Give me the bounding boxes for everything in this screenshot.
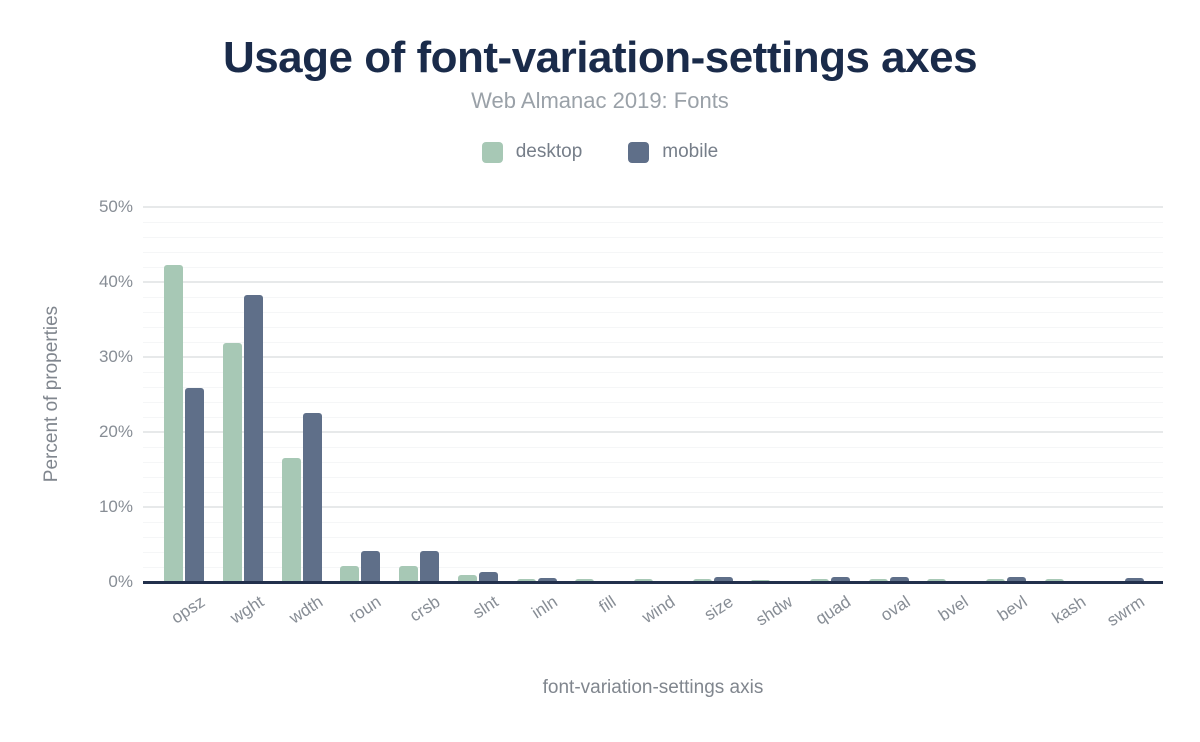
bar-group-size [683, 207, 742, 582]
minor-gridline [143, 416, 1163, 418]
bar-group-shdw [742, 207, 801, 582]
mobile-swatch-icon [628, 141, 650, 163]
legend-item-desktop: desktop [481, 141, 583, 163]
bar-group-swrm [1094, 207, 1153, 582]
x-axis-ticks: opsz wght wdth roun crsb slnt inln fill wind size… [143, 592, 1163, 654]
x-tick-label-crsb: crsb [406, 592, 444, 626]
y-tick-label: 20% [98, 422, 133, 441]
bar-mobile-wdth [302, 412, 322, 582]
major-gridline [143, 431, 1163, 433]
bar-group-inln [507, 207, 566, 582]
bar-group-roun [331, 207, 390, 582]
plot-area [143, 206, 1163, 584]
bar-desktop-roun [340, 566, 360, 582]
bar-mobile-opsz [185, 387, 205, 582]
bar-mobile-bevl [1007, 576, 1027, 582]
x-tick-label-size: size [701, 592, 738, 625]
x-tick-label-fill: fill [595, 592, 620, 617]
bar-desktop-wdth [281, 458, 301, 582]
minor-gridline [143, 266, 1163, 268]
x-tick-label-oval: oval [876, 592, 914, 625]
bar-group-oval [859, 207, 918, 582]
y-tick-label: 50% [98, 197, 133, 216]
minor-gridline [143, 551, 1163, 553]
minor-gridline [143, 371, 1163, 373]
bar-group-bvel [918, 207, 977, 582]
minor-gridline [143, 386, 1163, 388]
x-tick-label-roun: roun [345, 592, 385, 627]
minor-gridline [143, 221, 1163, 223]
major-gridline [143, 506, 1163, 508]
x-axis-title: font-variation-settings axis [542, 677, 764, 698]
y-tick-label: 10% [98, 497, 133, 516]
x-axis-line [143, 580, 1163, 584]
major-gridline [143, 281, 1163, 283]
x-tick-label-inln: inln [528, 592, 561, 623]
x-tick-label-slnt: slnt [469, 592, 503, 623]
chart-subtitle: Web Almanac 2019: Fonts [471, 88, 729, 113]
x-tick-label-quad: quad [812, 592, 855, 629]
bar-group-fill [566, 207, 625, 582]
bar-mobile-quad [831, 576, 851, 582]
bar-group-wind [625, 207, 684, 582]
legend-label-mobile: mobile [662, 141, 719, 162]
minor-gridline [143, 236, 1163, 238]
bar-group-wght [214, 207, 273, 582]
y-tick-label: 40% [98, 272, 133, 291]
bar-desktop-slnt [457, 575, 477, 582]
y-axis-title: Percent of properties [41, 305, 62, 483]
bar-group-quad [801, 207, 860, 582]
bar-mobile-crsb [420, 551, 440, 582]
bar-desktop-crsb [399, 566, 419, 582]
legend-label-desktop: desktop [515, 141, 583, 162]
minor-gridline [143, 311, 1163, 313]
minor-gridline [143, 251, 1163, 253]
x-tick-label-wdth: wdth [285, 592, 327, 628]
bar-group-slnt [449, 207, 508, 582]
x-tick-label-opsz: opsz [168, 592, 209, 628]
bar-mobile-wght [244, 294, 264, 582]
legend-item-mobile: mobile [628, 141, 718, 163]
minor-gridline [143, 491, 1163, 493]
minor-gridline [143, 536, 1163, 538]
x-tick-label-wind: wind [638, 592, 679, 627]
bar-mobile-inln [537, 577, 557, 582]
minor-gridline [143, 521, 1163, 523]
minor-gridline [143, 446, 1163, 448]
bar-mobile-size [713, 576, 733, 582]
x-tick-label-kash: kash [1048, 592, 1090, 628]
desktop-swatch-icon [481, 141, 503, 163]
minor-gridline [143, 326, 1163, 328]
bar-series [155, 207, 1153, 582]
bar-mobile-roun [361, 551, 381, 582]
bar-mobile-swrm [1124, 577, 1144, 582]
minor-gridline [143, 341, 1163, 343]
x-tick-label-shdw: shdw [752, 592, 796, 630]
minor-gridline [143, 296, 1163, 298]
major-gridline [143, 356, 1163, 358]
bar-group-opsz [155, 207, 214, 582]
x-tick-label-bvel: bvel [935, 592, 972, 625]
minor-gridline [143, 401, 1163, 403]
major-gridline [143, 206, 1163, 208]
bar-desktop-opsz [164, 264, 184, 582]
bar-group-crsb [390, 207, 449, 582]
bar-group-kash [1036, 207, 1095, 582]
minor-gridline [143, 461, 1163, 463]
bar-mobile-oval [889, 576, 909, 582]
y-tick-label: 0% [108, 572, 133, 591]
bar-group-bevl [977, 207, 1036, 582]
x-tick-label-wght: wght [226, 592, 268, 628]
bar-mobile-slnt [478, 572, 498, 582]
minor-gridline [143, 476, 1163, 478]
chart-title: Usage of font-variation-settings axes [222, 33, 978, 82]
y-tick-label: 30% [98, 347, 133, 366]
x-tick-label-swrm: swrm [1103, 592, 1149, 631]
bar-desktop-wght [223, 342, 243, 582]
minor-gridline [143, 566, 1163, 568]
bar-group-wdth [272, 207, 331, 582]
legend: desktop mobile [0, 141, 1200, 163]
x-tick-label-bevl: bevl [994, 592, 1031, 625]
